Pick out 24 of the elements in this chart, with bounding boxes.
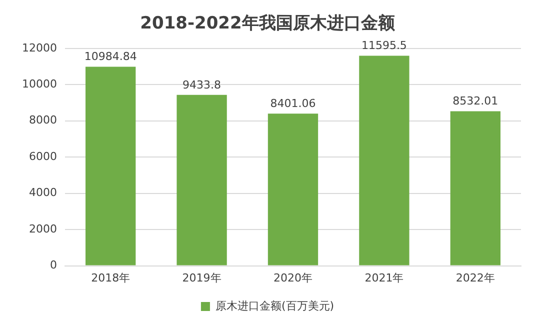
- chart-title: 2018-2022年我国原木进口金额: [140, 14, 396, 34]
- x-tick-label: 2022年: [456, 271, 495, 284]
- data-label: 8401.06: [270, 96, 316, 110]
- legend-label: 原木进口金额(百万美元): [215, 299, 334, 312]
- data-label: 10984.84: [84, 50, 137, 64]
- x-tick-label: 2020年: [273, 271, 312, 284]
- x-tick-label: 2019年: [182, 271, 222, 284]
- y-tick-label: 12000: [22, 41, 57, 54]
- data-label: 11595.5: [361, 39, 407, 52]
- bar: [86, 66, 136, 266]
- bar: [176, 94, 227, 266]
- bar: [359, 56, 410, 266]
- y-tick-label: 0: [50, 258, 57, 272]
- y-tick-label: 8000: [28, 114, 57, 127]
- y-tick-label: 2000: [28, 222, 57, 236]
- data-label: 8532.01: [452, 94, 498, 108]
- y-tick-label: 6000: [28, 150, 57, 163]
- x-tick-label: 2018年: [91, 271, 130, 284]
- data-label: 9433.8: [182, 78, 222, 92]
- bar: [268, 114, 318, 266]
- y-tick-label: 10000: [22, 77, 57, 90]
- x-tick-label: 2021年: [364, 271, 404, 284]
- bar: [450, 111, 500, 266]
- y-tick-label: 4000: [28, 186, 57, 200]
